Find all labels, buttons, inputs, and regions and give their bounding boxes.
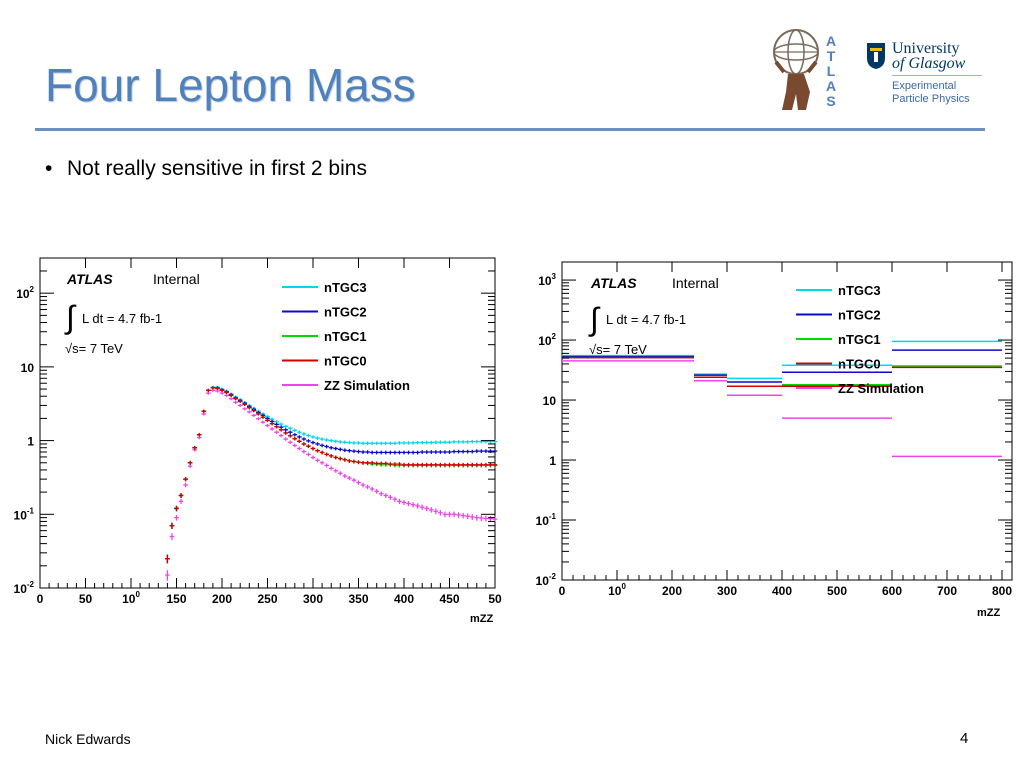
- right-atlas-label: ATLAS: [590, 275, 637, 291]
- right-energy-label: √s= 7 TeV: [589, 342, 647, 357]
- legend-entry: nTGC2: [838, 308, 881, 323]
- title-divider: [35, 128, 985, 131]
- legend-entry: nTGC0: [324, 354, 367, 369]
- y-tick-label: 1: [549, 454, 556, 468]
- x-tick-label: 300: [303, 592, 323, 606]
- x-tick-label: 200: [662, 584, 682, 598]
- bullet-dot-icon: •: [45, 157, 53, 180]
- right-internal-label: Internal: [672, 275, 719, 291]
- x-tick-label: 50: [488, 592, 502, 606]
- glasgow-crest-icon: [867, 43, 885, 69]
- y-tick-label: 10: [543, 394, 557, 408]
- x-tick-label: 150: [166, 592, 186, 606]
- left-atlas-label: ATLAS: [66, 271, 113, 287]
- integral-icon: ∫: [588, 301, 601, 337]
- x-tick-label: 0: [559, 584, 566, 598]
- series-ntgc0: [562, 356, 1002, 387]
- atlas-letter: S: [826, 93, 836, 109]
- legend-entry: ZZ Simulation: [324, 378, 410, 393]
- x-tick-label: 500: [827, 584, 847, 598]
- page-number: 4: [960, 730, 969, 747]
- y-tick-label: 10-1: [14, 506, 35, 522]
- legend-entry: nTGC1: [838, 332, 881, 347]
- legend-entry: ZZ Simulation: [838, 381, 924, 396]
- glasgow-logo: University of Glasgow Experimental Parti…: [866, 40, 982, 106]
- series-ntgc0: [165, 386, 498, 564]
- y-tick-label: 10: [21, 361, 35, 375]
- bullet-point: • Not really sensitive in first 2 bins: [45, 157, 367, 181]
- y-tick-label: 10-2: [14, 580, 35, 596]
- atlas-letter: L: [826, 63, 836, 79]
- series-ntgc3: [562, 340, 1002, 380]
- glasgow-line1: University: [892, 40, 960, 57]
- x-tick-label: 450: [439, 592, 459, 606]
- x-tick-label: 100: [608, 582, 626, 598]
- glasgow-line3: Experimental: [892, 80, 957, 92]
- left-plot: 0 50 100 150 200 250 300 350 400 450 50 10-2 10-1 1 10…: [14, 257, 502, 625]
- left-lumi-label: L dt = 4.7 fb-1: [82, 311, 162, 326]
- author-footer: Nick Edwards: [45, 731, 131, 747]
- glasgow-divider: [892, 75, 982, 76]
- slide-title: Four Lepton Mass: [45, 59, 416, 111]
- atlas-letter: A: [825, 33, 837, 49]
- legend-entry: nTGC1: [324, 329, 367, 344]
- right-lumi-label: L dt = 4.7 fb-1: [606, 312, 686, 327]
- y-tick-label: 102: [16, 285, 34, 301]
- x-tick-label: 350: [348, 592, 368, 606]
- x-tick-label: 700: [937, 584, 957, 598]
- x-tick-label: 100: [122, 590, 140, 606]
- y-tick-label: 1: [27, 435, 34, 449]
- x-tick-label: 50: [79, 592, 93, 606]
- x-tick-label: 800: [992, 584, 1012, 598]
- legend-entry: nTGC2: [324, 305, 367, 320]
- atlas-letters: A T L A S: [822, 34, 840, 109]
- x-tick-label: 600: [882, 584, 902, 598]
- right-xlabel: mZZ: [977, 607, 1001, 619]
- legend-entry: nTGC3: [324, 280, 367, 295]
- y-tick-label: 102: [538, 332, 556, 348]
- x-tick-label: 300: [717, 584, 737, 598]
- atlas-letter: A: [825, 78, 837, 94]
- bullet-text: Not really sensitive in first 2 bins: [67, 157, 367, 180]
- left-energy-label: √s= 7 TeV: [65, 341, 123, 356]
- left-internal-label: Internal: [153, 271, 200, 287]
- integral-icon: ∫: [64, 299, 77, 335]
- atlas-logo-icon: [773, 29, 819, 110]
- legend-entry: nTGC0: [838, 357, 881, 372]
- left-xlabel: mZZ: [470, 613, 494, 625]
- y-tick-label: 103: [538, 272, 556, 288]
- x-tick-label: 200: [212, 592, 232, 606]
- legend-entry: nTGC3: [838, 283, 881, 298]
- y-tick-label: 10-2: [536, 572, 557, 588]
- right-plot: 0 100 200 300 400 500 600 700 800 10-2 10-1 1 10 102 1…: [536, 261, 1013, 619]
- glasgow-line2: of Glasgow: [892, 55, 966, 72]
- x-tick-label: 400: [394, 592, 414, 606]
- series-zz-simulation: [165, 388, 498, 581]
- x-tick-label: 250: [257, 592, 277, 606]
- series-ntgc2: [562, 349, 1002, 383]
- left-plot-frame: [39, 257, 496, 589]
- x-tick-label: 0: [37, 592, 44, 606]
- y-tick-label: 10-1: [536, 512, 557, 528]
- series-zz-simulation: [562, 360, 1002, 458]
- right-plot-frame: [561, 261, 1013, 581]
- glasgow-line4: Particle Physics: [892, 93, 970, 105]
- atlas-letter: T: [826, 48, 836, 64]
- x-tick-label: 400: [772, 584, 792, 598]
